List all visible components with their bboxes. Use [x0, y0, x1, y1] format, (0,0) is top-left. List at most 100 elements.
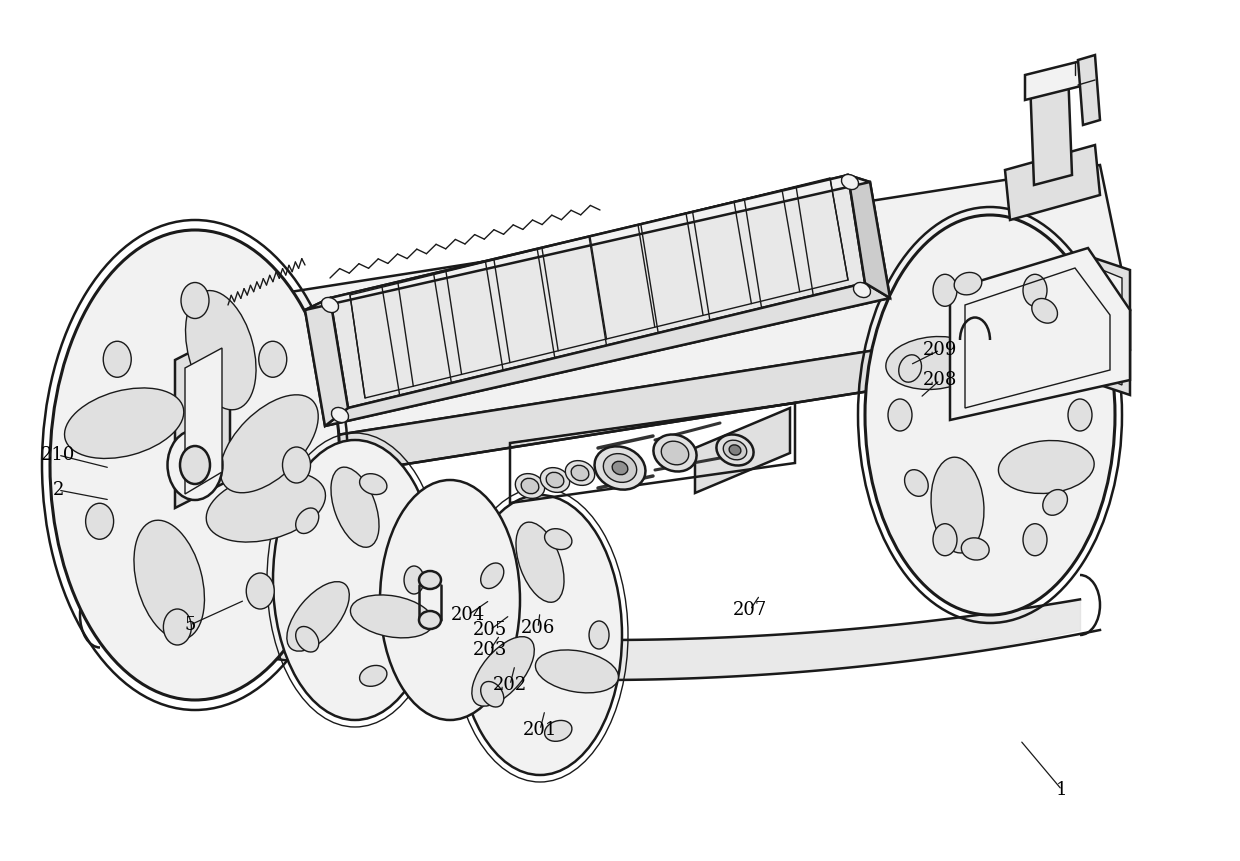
Ellipse shape	[103, 341, 131, 377]
Polygon shape	[1090, 265, 1122, 385]
Ellipse shape	[604, 454, 636, 482]
Ellipse shape	[360, 474, 387, 494]
Text: 209: 209	[923, 341, 957, 359]
Polygon shape	[1078, 55, 1100, 125]
Ellipse shape	[1023, 275, 1047, 307]
Ellipse shape	[1023, 523, 1047, 555]
Ellipse shape	[998, 441, 1094, 493]
Ellipse shape	[544, 721, 572, 741]
Ellipse shape	[134, 520, 205, 640]
Ellipse shape	[50, 230, 340, 700]
Ellipse shape	[1043, 490, 1068, 515]
Text: 5: 5	[185, 616, 196, 634]
Polygon shape	[305, 298, 348, 426]
Ellipse shape	[331, 468, 379, 548]
Ellipse shape	[572, 465, 589, 480]
Ellipse shape	[613, 461, 627, 474]
Ellipse shape	[247, 573, 274, 609]
Ellipse shape	[180, 446, 210, 484]
Text: 207: 207	[733, 601, 768, 619]
Ellipse shape	[961, 538, 990, 560]
Text: 210: 210	[41, 446, 76, 464]
Ellipse shape	[516, 474, 544, 499]
Text: 204: 204	[451, 606, 485, 624]
Ellipse shape	[1068, 399, 1092, 431]
Ellipse shape	[86, 504, 114, 539]
Ellipse shape	[481, 682, 503, 707]
Ellipse shape	[221, 395, 319, 492]
Ellipse shape	[295, 508, 319, 534]
Polygon shape	[175, 310, 210, 495]
Text: 203: 203	[472, 641, 507, 659]
Text: 202: 202	[492, 676, 527, 694]
Ellipse shape	[544, 529, 572, 549]
Ellipse shape	[360, 666, 387, 686]
Ellipse shape	[186, 290, 255, 410]
Polygon shape	[325, 283, 890, 426]
Ellipse shape	[331, 407, 348, 423]
Ellipse shape	[546, 473, 564, 487]
Ellipse shape	[717, 435, 754, 466]
Ellipse shape	[206, 472, 325, 542]
Ellipse shape	[899, 355, 921, 382]
Ellipse shape	[541, 468, 569, 492]
Ellipse shape	[458, 495, 622, 775]
Ellipse shape	[64, 388, 184, 458]
Ellipse shape	[996, 277, 1049, 373]
Ellipse shape	[594, 446, 646, 490]
Text: 201: 201	[523, 721, 557, 739]
Polygon shape	[175, 332, 229, 508]
Polygon shape	[848, 175, 890, 298]
Ellipse shape	[181, 282, 210, 319]
Ellipse shape	[653, 435, 697, 472]
Ellipse shape	[932, 275, 957, 307]
Ellipse shape	[283, 447, 310, 483]
Ellipse shape	[351, 595, 434, 638]
Ellipse shape	[295, 627, 319, 652]
Ellipse shape	[888, 399, 911, 431]
Text: 205: 205	[472, 621, 507, 639]
Ellipse shape	[589, 621, 609, 649]
Ellipse shape	[853, 282, 870, 298]
Polygon shape	[210, 310, 1130, 495]
Ellipse shape	[516, 522, 564, 603]
Ellipse shape	[379, 480, 520, 720]
Ellipse shape	[729, 445, 740, 455]
Ellipse shape	[931, 457, 985, 553]
Ellipse shape	[723, 440, 746, 460]
Ellipse shape	[286, 582, 350, 651]
Ellipse shape	[259, 341, 286, 377]
Ellipse shape	[904, 470, 929, 496]
Ellipse shape	[419, 571, 441, 589]
Ellipse shape	[164, 609, 191, 645]
Polygon shape	[1025, 60, 1085, 100]
Ellipse shape	[661, 441, 688, 465]
Text: 208: 208	[923, 371, 957, 389]
Polygon shape	[330, 175, 866, 408]
Polygon shape	[305, 182, 890, 426]
Polygon shape	[305, 175, 870, 310]
Polygon shape	[694, 408, 790, 493]
Text: 206: 206	[521, 619, 556, 637]
Ellipse shape	[521, 479, 539, 493]
Ellipse shape	[404, 566, 424, 594]
Ellipse shape	[321, 297, 339, 313]
Ellipse shape	[536, 650, 619, 693]
Ellipse shape	[1032, 299, 1058, 323]
Ellipse shape	[842, 175, 858, 189]
Ellipse shape	[167, 430, 222, 500]
Text: 1: 1	[1056, 781, 1068, 799]
Text: 2: 2	[52, 481, 63, 499]
Ellipse shape	[472, 636, 534, 706]
Polygon shape	[950, 248, 1130, 420]
Polygon shape	[1030, 70, 1073, 185]
Polygon shape	[1004, 145, 1100, 220]
Polygon shape	[185, 348, 222, 494]
Ellipse shape	[866, 215, 1115, 615]
Polygon shape	[1085, 255, 1130, 395]
Ellipse shape	[565, 461, 595, 486]
Polygon shape	[175, 165, 1130, 455]
Ellipse shape	[955, 272, 982, 294]
Ellipse shape	[932, 523, 957, 555]
Ellipse shape	[419, 611, 441, 629]
